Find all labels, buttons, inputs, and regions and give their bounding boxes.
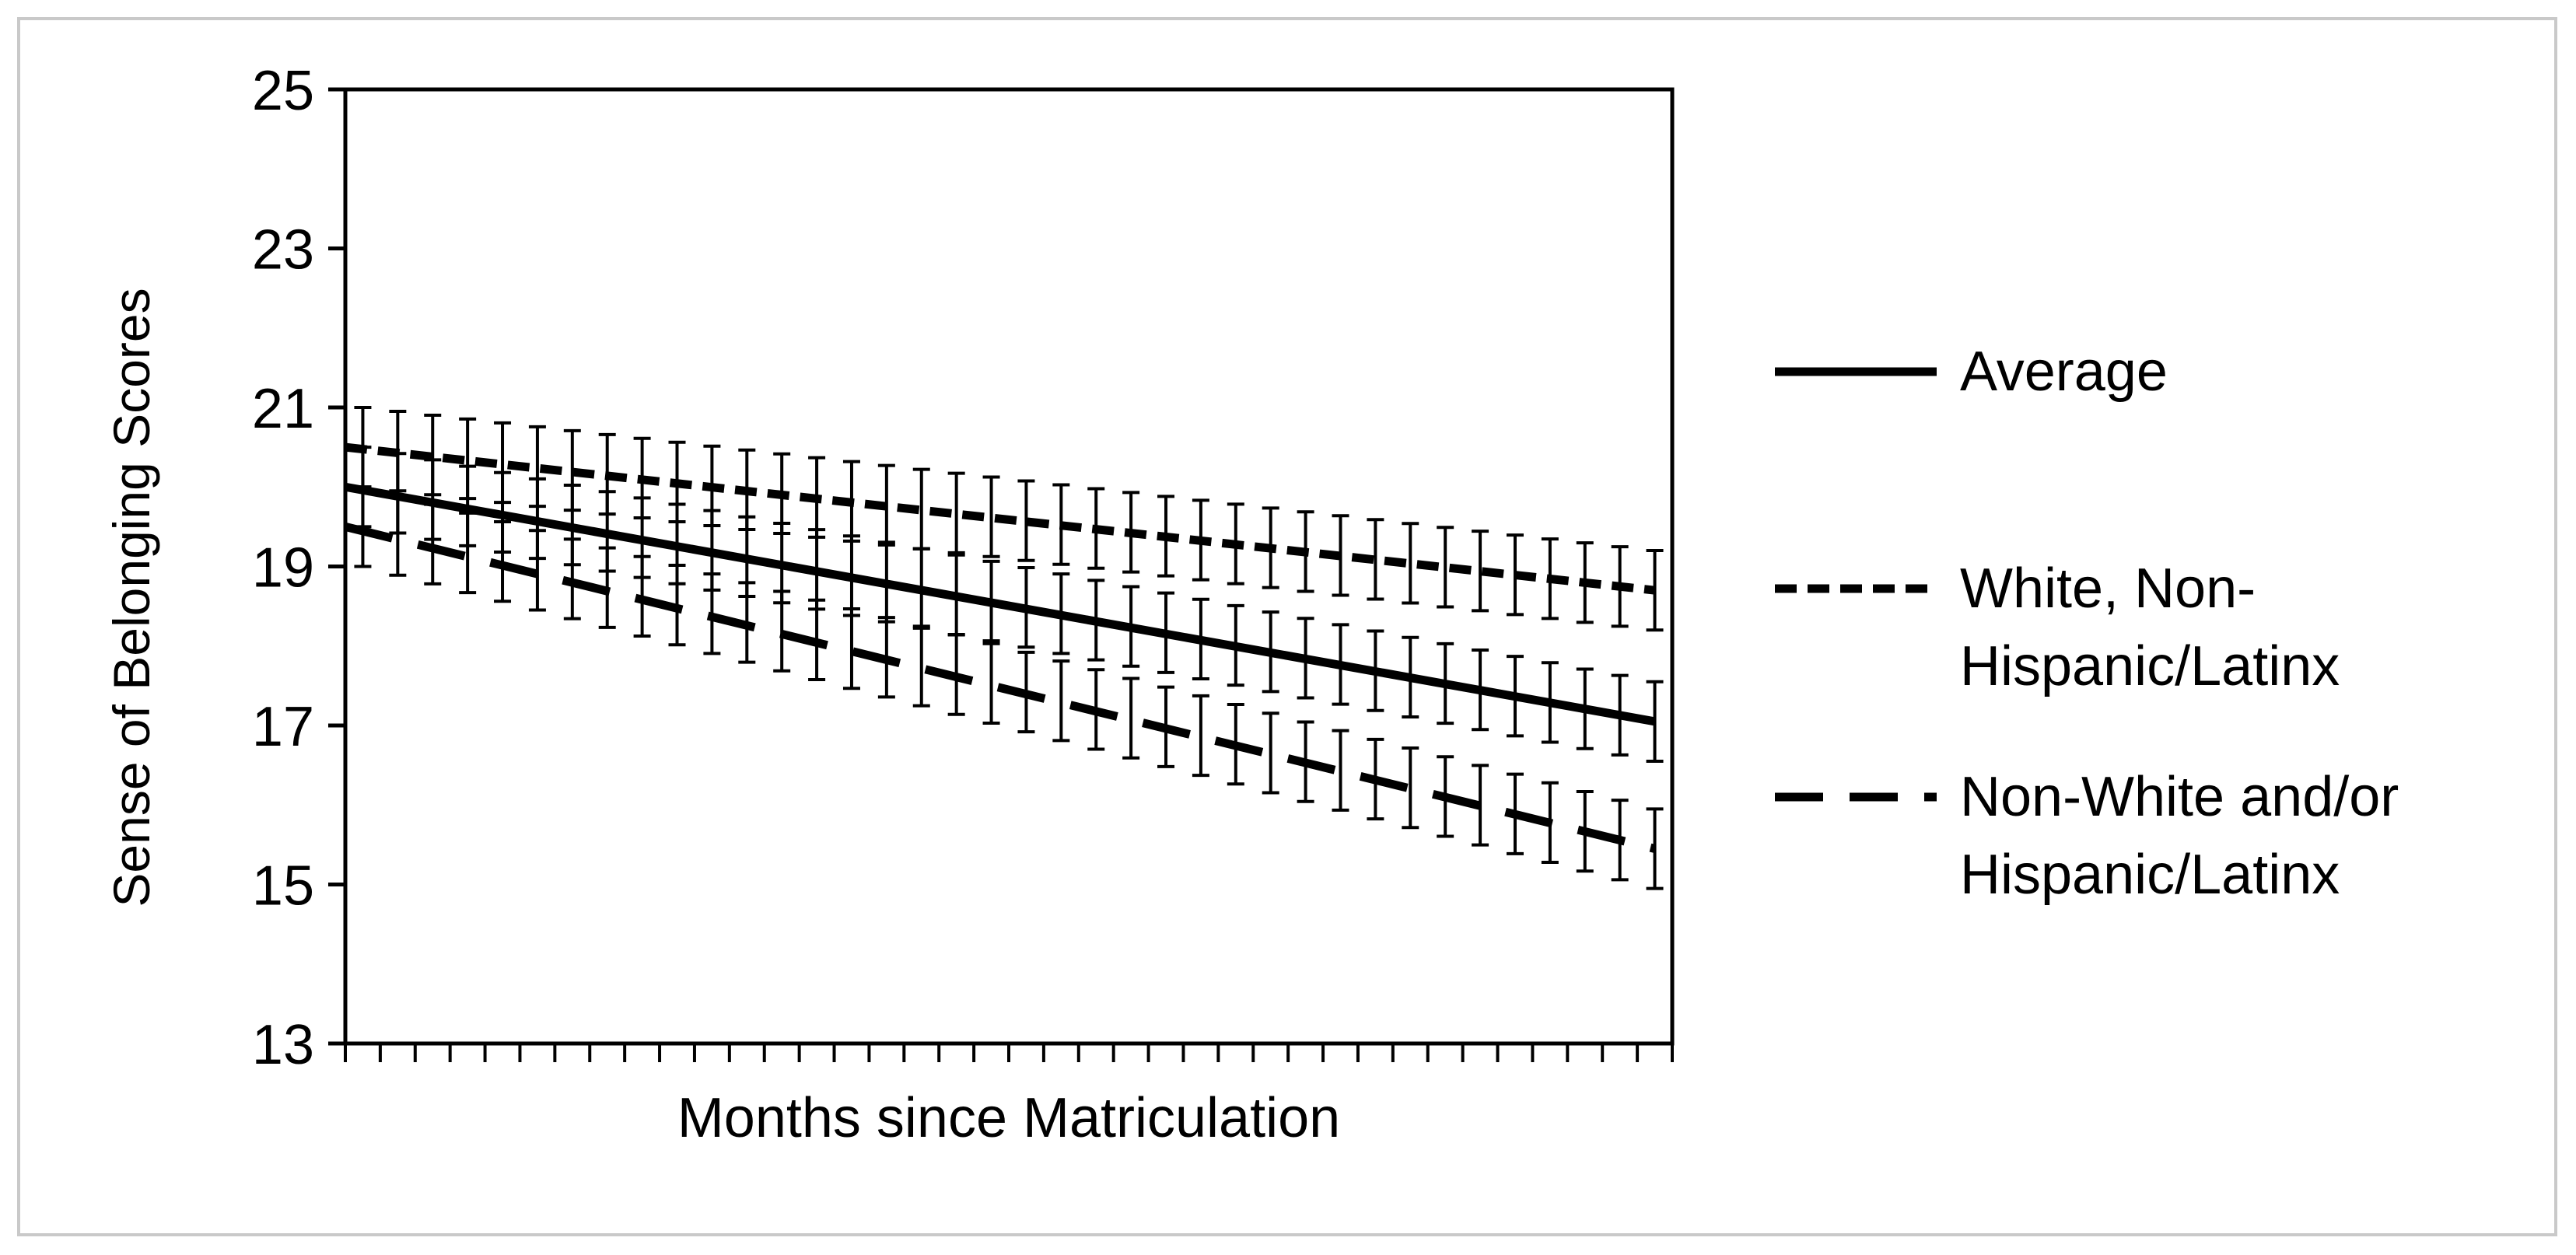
figure-frame bbox=[17, 17, 2557, 1236]
plot-area bbox=[343, 87, 1675, 1046]
y-tick-label: 15 bbox=[252, 855, 314, 918]
error-bar bbox=[1472, 530, 1489, 613]
error-bar bbox=[1402, 522, 1419, 605]
error-bar bbox=[1332, 729, 1349, 812]
y-tick-label: 25 bbox=[252, 60, 314, 122]
error-bar bbox=[912, 624, 930, 708]
error-bar bbox=[459, 417, 477, 501]
y-axis-label: Sense of Belonging Scores bbox=[103, 288, 160, 907]
y-tick-label: 21 bbox=[252, 378, 314, 440]
error-bar bbox=[982, 475, 1000, 558]
y-tick-label: 13 bbox=[252, 1014, 314, 1076]
error-bar bbox=[1402, 746, 1419, 830]
error-bar bbox=[1052, 659, 1070, 743]
legend-label: White, Non-Hispanic/Latinx bbox=[1960, 558, 2340, 697]
error-bar bbox=[1472, 764, 1489, 847]
y-tick-label: 23 bbox=[252, 219, 314, 281]
error-bars bbox=[354, 406, 1664, 890]
error-bar bbox=[1122, 676, 1140, 760]
error-bar bbox=[947, 471, 965, 554]
legend-item: Non-White and/or Hispanic/Latinx bbox=[1775, 766, 2399, 906]
error-bar bbox=[494, 421, 512, 505]
plot-border bbox=[343, 87, 1675, 1046]
error-bar bbox=[424, 413, 442, 497]
error-bar bbox=[563, 428, 581, 512]
error-bar bbox=[982, 641, 1000, 725]
y-axis: 25 23 21 19 17 15 13 bbox=[252, 60, 345, 1076]
x-axis bbox=[344, 1044, 1674, 1062]
legend-label: Non-White and/or Hispanic/Latinx bbox=[1960, 766, 2399, 906]
series-line-average bbox=[345, 482, 1656, 726]
y-tick-label: 19 bbox=[252, 537, 314, 600]
y-tick-label: 17 bbox=[252, 696, 314, 758]
error-bar bbox=[1017, 479, 1035, 562]
error-bar bbox=[842, 607, 860, 690]
legend: Average White, Non-Hispanic/Latinx Non-Whi… bbox=[1775, 341, 2399, 906]
error-bar bbox=[528, 425, 546, 509]
series-lines bbox=[344, 442, 1656, 853]
legend-item: White, Non-Hispanic/Latinx bbox=[1775, 558, 2340, 697]
error-bar bbox=[1437, 526, 1454, 609]
series-line-non-white-and-or-hispanic-latinx bbox=[344, 523, 1656, 853]
error-bar bbox=[1262, 711, 1279, 795]
error-bar bbox=[1367, 518, 1384, 601]
error-bar bbox=[912, 467, 930, 551]
legend-item: Average bbox=[1775, 341, 2168, 403]
error-bar bbox=[1192, 694, 1209, 778]
legend-label: Average bbox=[1960, 341, 2168, 403]
x-axis-label: Months since Matriculation bbox=[677, 1087, 1340, 1149]
series-line-white-non-hispanic-latinx bbox=[345, 442, 1656, 595]
